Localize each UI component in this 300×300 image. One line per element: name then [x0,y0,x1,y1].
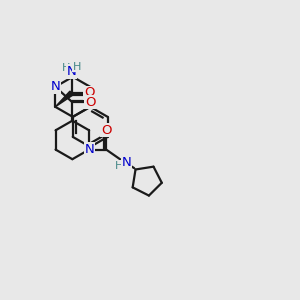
Text: H: H [73,62,81,72]
Text: N: N [122,156,131,169]
Polygon shape [55,91,73,107]
Text: H: H [114,161,123,171]
Text: O: O [85,96,95,109]
Text: N: N [50,80,60,93]
Text: H: H [62,63,70,73]
Text: O: O [101,124,111,137]
Text: N: N [67,65,76,78]
Text: N: N [84,143,94,156]
Text: O: O [84,86,94,100]
